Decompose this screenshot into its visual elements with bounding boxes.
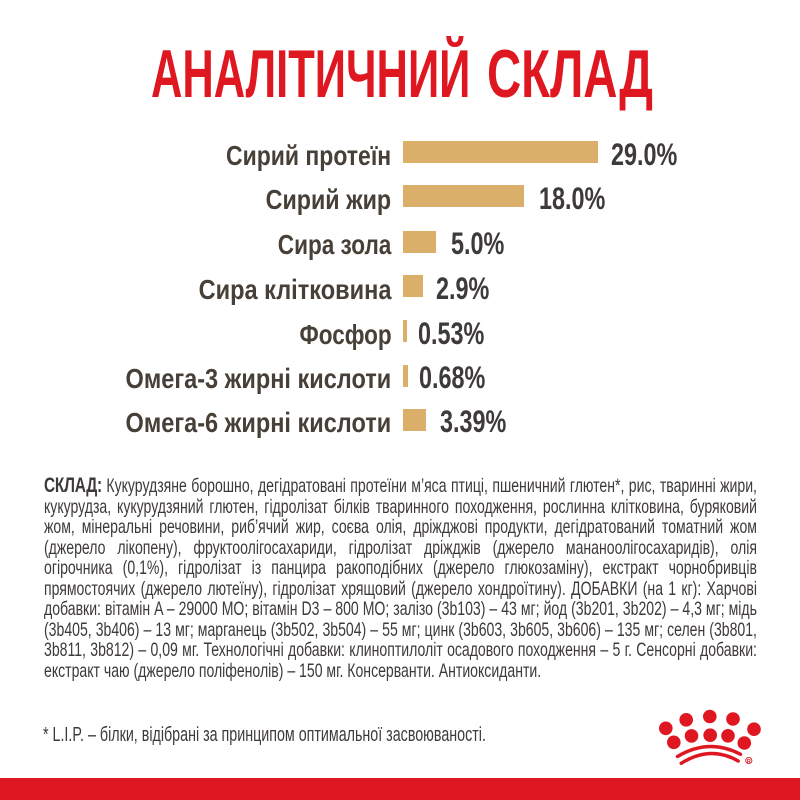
svg-text:R: R bbox=[747, 759, 751, 765]
